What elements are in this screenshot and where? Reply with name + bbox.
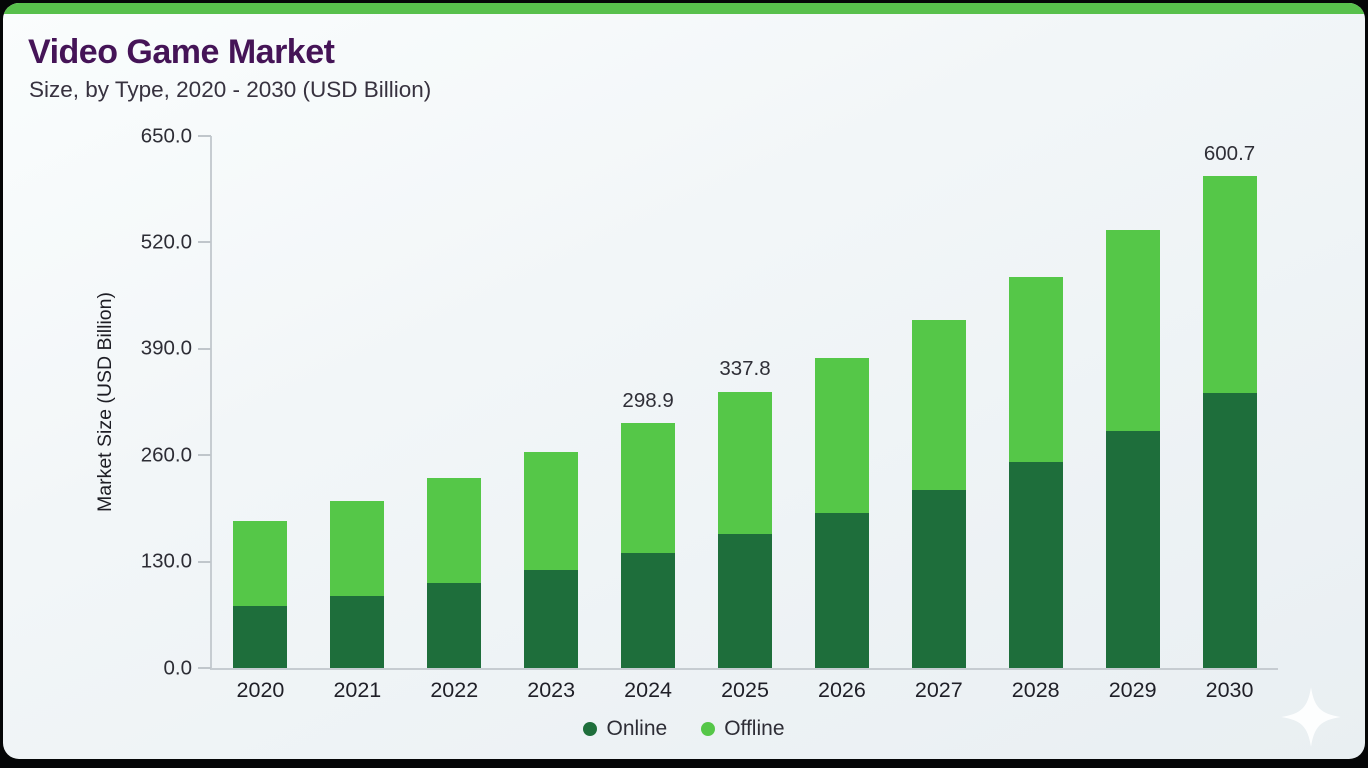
y-tick-label: 130.0	[140, 549, 192, 573]
bar-2029-offline	[1105, 229, 1160, 431]
page-title: Video Game Market	[28, 33, 335, 71]
x-tick-label-2028: 2028	[1011, 678, 1060, 702]
legend: Online Offline	[3, 717, 1365, 741]
bar-2028-online	[1008, 462, 1063, 668]
y-tick-mark	[198, 560, 211, 563]
legend-dot-offline	[701, 722, 716, 736]
legend-label: Online	[606, 717, 668, 740]
bar-2030-online	[1202, 392, 1257, 668]
bar-2021-offline	[330, 500, 385, 596]
y-tick-label: 650.0	[140, 123, 192, 147]
bar-2030-offline	[1202, 176, 1257, 393]
legend-item-offline: Offline	[701, 717, 785, 741]
bar-2024-offline	[621, 423, 676, 554]
bar-2028-offline	[1008, 277, 1063, 463]
x-tick-label-2023: 2023	[527, 678, 576, 702]
x-tick-label-2030: 2030	[1205, 678, 1254, 702]
bar-total-label-2030: 600.7	[1203, 141, 1256, 165]
y-tick-mark	[198, 241, 211, 244]
y-tick-label: 0.0	[163, 655, 193, 679]
bar-2024-online	[621, 553, 676, 668]
y-tick-mark	[198, 454, 211, 457]
chart-card: Video Game Market Size, by Type, 2020 - …	[3, 3, 1365, 759]
y-tick-label: 390.0	[140, 336, 192, 360]
bar-2023-offline	[524, 452, 579, 570]
bar-2029-online	[1105, 430, 1160, 668]
plot-area: Market Size (USD Billion) 0.0 130.0 260.0 3…	[94, 125, 1278, 701]
x-tick-label-2027: 2027	[914, 678, 963, 702]
y-axis-title: Market Size (USD Billion)	[94, 292, 116, 512]
legend-label: Offline	[724, 717, 785, 740]
bar-2026-offline	[814, 357, 869, 514]
bar-2021-online	[330, 595, 385, 668]
bar-2027-online	[911, 489, 966, 668]
x-tick-label-2022: 2022	[430, 678, 479, 702]
bar-2025-offline	[718, 391, 772, 534]
legend-dot-online	[583, 722, 598, 736]
sparkle-icon	[1281, 687, 1341, 747]
bar-total-label-2025: 337.8	[719, 357, 771, 381]
y-tick-mark	[198, 347, 211, 350]
page-subtitle: Size, by Type, 2020 - 2030 (USD Billion)	[29, 77, 432, 102]
x-tick-label-2026: 2026	[817, 678, 866, 702]
bar-2026-online	[814, 513, 869, 668]
bar-2022-online	[427, 583, 482, 668]
bar-2023-online	[524, 569, 579, 668]
bar-2020-online	[233, 606, 288, 668]
x-tick-label-2029: 2029	[1108, 678, 1157, 702]
y-tick-mark	[198, 135, 211, 137]
x-tick-label-2021: 2021	[333, 678, 382, 702]
top-accent-strip	[3, 3, 1365, 14]
bar-2025-online	[718, 533, 772, 668]
bar-total-label-2024: 298.9	[622, 388, 674, 412]
bar-2022-offline	[427, 477, 482, 584]
bar-2027-offline	[911, 319, 966, 490]
x-tick-label-2025: 2025	[721, 678, 769, 702]
y-tick-label: 260.0	[140, 442, 192, 466]
bar-2020-offline	[233, 520, 288, 607]
legend-item-online: Online	[583, 717, 667, 741]
x-tick-label-2024: 2024	[624, 678, 672, 702]
y-tick-mark	[198, 667, 211, 669]
y-tick-label: 520.0	[140, 230, 192, 254]
x-tick-label-2020: 2020	[236, 678, 285, 702]
